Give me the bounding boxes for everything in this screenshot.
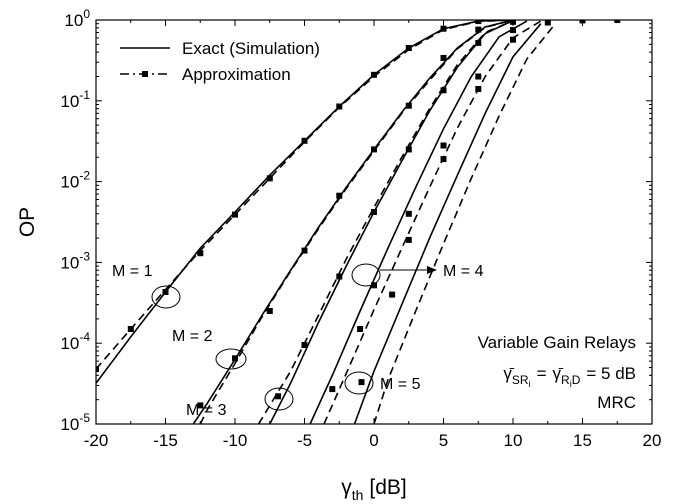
x-tick-label: -5 <box>297 431 312 450</box>
y-tick-label: 10-4 <box>60 330 90 353</box>
x-tick-label: -10 <box>223 431 248 450</box>
marker-m4 <box>510 27 516 34</box>
marker-m3 <box>275 393 282 400</box>
marker-m2 <box>475 26 482 33</box>
label-m5: M = 5 <box>380 376 421 393</box>
marker-m5 <box>510 36 516 43</box>
marker-m4 <box>371 282 377 289</box>
x-tick-label: -15 <box>153 431 178 450</box>
marker-m5 <box>389 291 396 298</box>
annotation-snr-equation: γ̄SRi= γ̄RiD = 5 dB <box>503 364 636 389</box>
marker-m1 <box>232 211 238 218</box>
marker-m3 <box>301 342 308 348</box>
marker-m2 <box>266 308 273 314</box>
marker-m4 <box>329 386 336 393</box>
x-axis-label: γth [dB] <box>341 476 407 503</box>
marker-m1 <box>96 366 99 372</box>
marker-m4 <box>475 73 482 80</box>
marker-m2 <box>197 402 204 409</box>
marker-m4 <box>440 142 447 149</box>
approx-curve-m5 <box>373 23 556 424</box>
marker-m3 <box>475 39 482 46</box>
annotation-variable-gain: Variable Gain Relays <box>478 333 636 352</box>
marker-m1 <box>197 250 204 257</box>
marker-m2 <box>301 247 308 254</box>
x-tick-label: -20 <box>84 431 109 450</box>
marker-m5 <box>440 156 447 163</box>
x-tick-label: 5 <box>439 431 448 450</box>
marker-m1 <box>336 103 343 110</box>
marker-m5 <box>358 379 365 386</box>
y-tick-label: 100 <box>64 7 90 30</box>
y-tick-label: 10-2 <box>60 169 90 192</box>
x-tick-label: 15 <box>573 431 592 450</box>
ellipse-m1 <box>151 285 181 309</box>
plot-frame <box>95 19 653 425</box>
marker-m3 <box>405 146 412 153</box>
label-m1: M = 1 <box>112 263 153 280</box>
exact-curve-m4 <box>309 20 528 424</box>
label-m2: M = 2 <box>172 328 213 345</box>
exact-curve-m5 <box>353 23 542 424</box>
annotation-mrc: MRC <box>597 393 636 412</box>
legend: Exact (Simulation) Approximation <box>120 39 320 84</box>
label-m4: M = 4 <box>443 263 484 280</box>
marker-m3 <box>336 273 343 280</box>
approx-curve-m3 <box>257 20 514 424</box>
exact-curve-m3 <box>269 20 514 424</box>
marker-m2 <box>440 54 447 61</box>
x-tick-label: 0 <box>369 431 378 450</box>
y-tick-label: 10-5 <box>60 411 90 434</box>
marker-m4 <box>357 326 364 332</box>
x-tick-label: 10 <box>504 431 523 450</box>
marker-m4 <box>405 210 412 217</box>
marker-m1 <box>266 175 273 182</box>
ellipse-m5 <box>344 371 374 395</box>
ellipse-m3 <box>264 387 294 411</box>
marker-m1 <box>405 45 412 51</box>
marker-m2 <box>336 192 343 199</box>
approx-curve-m1 <box>96 20 514 370</box>
approx-curve-m4 <box>323 20 542 424</box>
y-axis-label: OP <box>16 207 39 237</box>
curve-annotations: M = 1 M = 2 M = 3 M = 4 M = 5 <box>112 263 484 419</box>
marker-m1 <box>440 25 447 32</box>
marker-m1 <box>301 137 308 144</box>
marker-m3 <box>440 87 447 94</box>
ellipse-m4 <box>351 263 381 287</box>
marker-m2 <box>232 355 238 362</box>
system-annotation: Variable Gain Relays γ̄SRi= γ̄RiD = 5 dB M… <box>478 333 636 412</box>
y-axis-ticks: 10-5 10-4 10-3 10-2 10-1 100 <box>60 7 652 434</box>
marker-m3 <box>371 209 377 215</box>
y-tick-label: 10-3 <box>60 249 90 272</box>
curves-layer <box>96 20 556 424</box>
x-tick-label: 20 <box>643 431 662 450</box>
marker-m5 <box>475 86 482 92</box>
approx-curve-m2 <box>199 20 514 424</box>
marker-m2 <box>371 146 377 153</box>
label-m3: M = 3 <box>186 402 227 419</box>
marker-m5 <box>405 236 412 243</box>
legend-approx-label: Approximation <box>182 65 291 84</box>
marker-m1 <box>371 71 377 78</box>
x-axis-ticks: -20 -15 -10 -5 0 5 10 15 20 <box>84 20 662 450</box>
marker-m1 <box>127 326 134 332</box>
legend-approx-marker <box>142 71 148 77</box>
marker-m1 <box>162 289 169 295</box>
legend-exact-label: Exact (Simulation) <box>182 39 320 58</box>
ellipse-m2 <box>215 348 247 370</box>
y-tick-label: 10-1 <box>60 88 90 111</box>
marker-m2 <box>405 102 412 109</box>
